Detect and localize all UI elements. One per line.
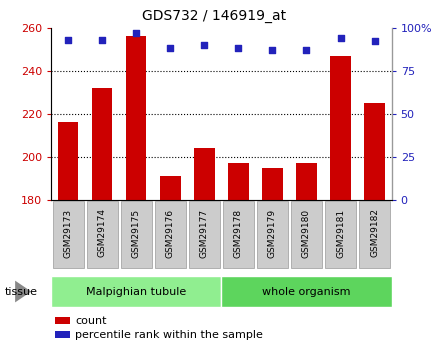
Bar: [228, 164, 249, 200]
Bar: [126, 36, 146, 200]
FancyBboxPatch shape: [257, 201, 288, 268]
Bar: [364, 103, 385, 200]
Text: GSM29174: GSM29174: [98, 208, 107, 257]
Text: GSM29173: GSM29173: [64, 208, 73, 257]
Bar: [160, 176, 181, 200]
Point: [99, 37, 106, 42]
Bar: [55, 317, 70, 324]
FancyBboxPatch shape: [359, 201, 390, 268]
Bar: [58, 122, 78, 200]
FancyBboxPatch shape: [155, 201, 186, 268]
Bar: [296, 164, 317, 200]
Text: GSM29182: GSM29182: [370, 208, 379, 257]
Point: [371, 39, 378, 44]
FancyBboxPatch shape: [223, 201, 254, 268]
Text: tissue: tissue: [4, 287, 37, 296]
FancyBboxPatch shape: [189, 201, 220, 268]
FancyBboxPatch shape: [51, 276, 222, 307]
Point: [167, 46, 174, 51]
Bar: [92, 88, 113, 200]
FancyBboxPatch shape: [87, 201, 117, 268]
FancyBboxPatch shape: [53, 201, 84, 268]
Text: GSM29179: GSM29179: [268, 208, 277, 257]
Polygon shape: [15, 281, 31, 302]
FancyBboxPatch shape: [291, 201, 322, 268]
FancyBboxPatch shape: [121, 201, 152, 268]
Bar: [194, 148, 214, 200]
Text: Malpighian tubule: Malpighian tubule: [86, 287, 186, 296]
Text: GSM29176: GSM29176: [166, 208, 175, 257]
Text: GSM29175: GSM29175: [132, 208, 141, 257]
Text: GDS732 / 146919_at: GDS732 / 146919_at: [142, 9, 286, 23]
Bar: [55, 331, 70, 338]
Point: [133, 30, 140, 36]
Point: [269, 47, 276, 53]
Text: GSM29181: GSM29181: [336, 208, 345, 257]
Point: [201, 42, 208, 48]
Point: [65, 37, 72, 42]
Text: GSM29177: GSM29177: [200, 208, 209, 257]
Text: GSM29178: GSM29178: [234, 208, 243, 257]
FancyBboxPatch shape: [222, 276, 392, 307]
Point: [235, 46, 242, 51]
Text: whole organism: whole organism: [262, 287, 351, 296]
Text: percentile rank within the sample: percentile rank within the sample: [75, 330, 263, 340]
Point: [337, 35, 344, 41]
FancyBboxPatch shape: [325, 201, 356, 268]
Text: GSM29180: GSM29180: [302, 208, 311, 257]
Bar: [330, 56, 351, 200]
Text: count: count: [75, 316, 106, 326]
Point: [303, 47, 310, 53]
Bar: [262, 168, 283, 200]
